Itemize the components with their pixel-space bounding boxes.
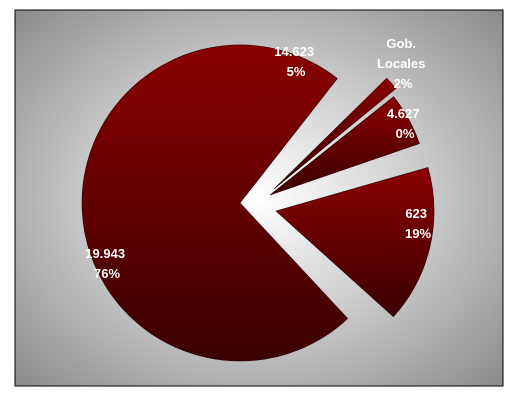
pie-slice-3 [269, 96, 420, 196]
pie-slice-4 [273, 77, 397, 190]
pie-slice-2 [275, 167, 435, 318]
pie-slice-1 [81, 44, 349, 362]
slice-2-data-label: 623 19% [405, 206, 431, 241]
slice-1-data-label: 19.943 76% [85, 246, 128, 281]
slice-4-data-label-a: 14.623 5% [274, 44, 317, 79]
slice-3-data-label: 4.627 0% [387, 106, 423, 141]
slice-4-data-label-b: Gob. Locales 2% [377, 36, 429, 91]
